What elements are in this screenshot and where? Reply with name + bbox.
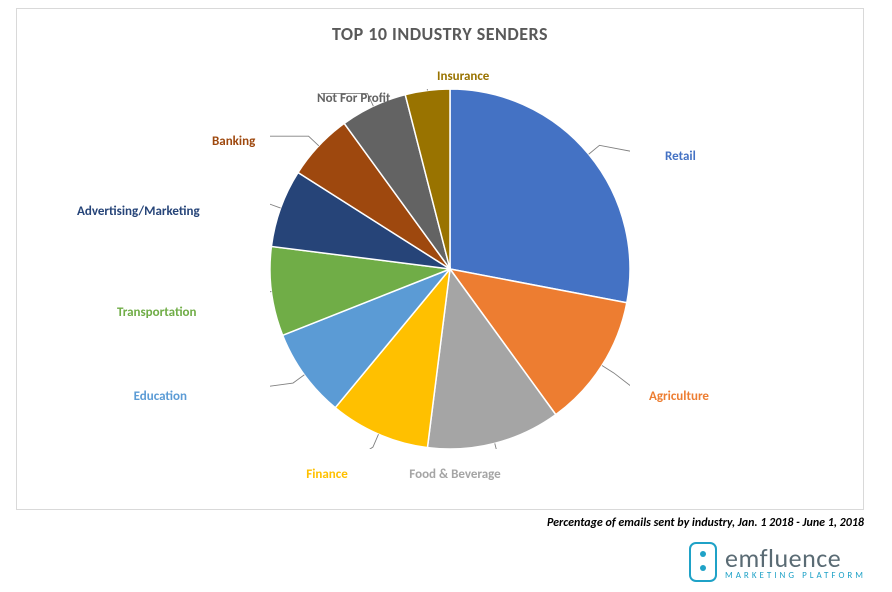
slice-label: Food & Beverage: [409, 467, 500, 482]
slice-label: Retail: [665, 149, 696, 164]
leader-line: [589, 145, 630, 157]
logo-icon: [689, 542, 717, 582]
leader-line: [602, 365, 630, 397]
slice-label: Insurance: [437, 69, 489, 84]
chart-title: TOP 10 INDUSTRY SENDERS: [17, 23, 863, 45]
pie-chart: [270, 89, 630, 449]
logo-name: emfluence: [725, 545, 866, 571]
chart-frame: TOP 10 INDUSTRY SENDERS Retail Agricultur…: [16, 8, 864, 510]
logo-subtitle: MARKETING PLATFORM: [725, 571, 866, 580]
logo-text: emfluence MARKETING PLATFORM: [725, 545, 866, 580]
pie-slice: [450, 89, 630, 303]
slice-label: Transportation: [117, 305, 197, 320]
leader-line: [331, 434, 379, 449]
brand-logo: emfluence MARKETING PLATFORM: [689, 540, 866, 584]
slice-label: Advertising/Marketing: [77, 204, 200, 219]
slice-label: Education: [134, 389, 187, 404]
slice-label: Finance: [306, 467, 348, 482]
leader-line: [270, 136, 319, 146]
chart-caption: Percentage of emails sent by industry, J…: [547, 516, 864, 530]
leader-line: [270, 375, 304, 397]
slice-label: Agriculture: [649, 389, 709, 404]
slice-label: Banking: [212, 134, 255, 149]
slice-label: Not For Profit: [317, 91, 390, 106]
pie-container: [270, 89, 630, 449]
